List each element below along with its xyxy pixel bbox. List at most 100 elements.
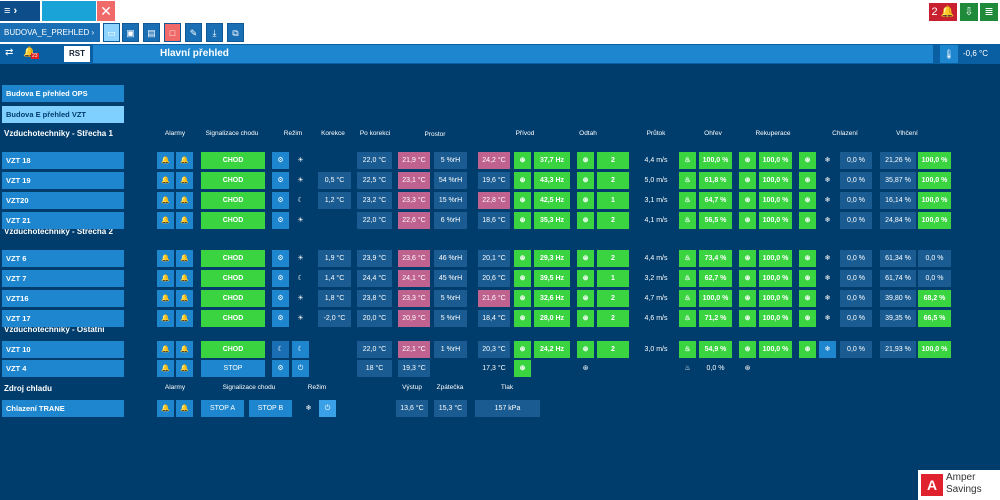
recovery-icon: ⊛ [739,212,756,229]
room-humidity: 54 %rH [434,172,467,189]
heating: 61,8 % [699,172,732,189]
unit-vzt4[interactable]: VZT 4 [2,360,124,377]
gear-icon[interactable]: ⚙ [272,250,289,267]
unit-chlazeni-trane[interactable]: Chlazení TRANE [2,400,124,417]
setpoint: 23,8 °C [357,290,392,307]
bell-icon[interactable]: 🔔 [23,47,36,58]
fan-icon: ⊛ [514,250,531,267]
supply-temp: 17,3 °C [482,365,506,372]
exhaust-stage: 2 [597,290,629,307]
bell-icon[interactable]: 🔔 [176,360,193,377]
bell-icon[interactable]: 🔔 [176,172,193,189]
unit-row[interactable]: VZT 6 [2,250,124,267]
cooling: 0,0 % [840,270,872,287]
gear-icon[interactable]: ⚙ [272,212,289,229]
windows-icon[interactable]: ⧉ [227,23,244,42]
recovery: 100,0 % [759,290,792,307]
moon-icon[interactable]: ☾ [272,341,289,358]
screen-icon[interactable]: ▣ [122,23,139,42]
bell-icon[interactable]: 🔔 [176,310,193,327]
unit-row[interactable]: VZT20 [2,192,124,209]
setpoint: 22,0 °C [357,212,392,229]
layout-icon[interactable]: ▭ [103,23,120,42]
recovery-icon: ⊛ [799,250,816,267]
alarm-icon[interactable]: 🔔 [157,250,174,267]
col-vystup: Výstup [402,384,422,391]
exhaust-stage: 2 [597,212,629,229]
col-privod: Přívod [515,130,535,137]
mode-icon: ☀ [292,250,309,267]
breadcrumb[interactable]: BUDOVA_E_PREHLED › [0,23,100,42]
section-strecha1: Vzduchotechniky - Střecha 1 [4,129,113,138]
fan-icon: ⊛ [577,152,594,169]
tab-active[interactable] [42,1,96,21]
bell-icon[interactable]: 🔔 [176,192,193,209]
setpoint: 22,0 °C [357,152,392,169]
recovery-icon: ⊛ [739,310,756,327]
mode-icon: ☀ [292,310,309,327]
gear-icon[interactable]: ⚙ [272,172,289,189]
col-signal: Signalizace chodu [205,130,259,137]
unit-row[interactable]: VZT 18 [2,152,124,169]
download-icon[interactable]: ⤓ [206,23,223,42]
alarm-icon[interactable]: 🔔 [157,310,174,327]
state-chod: CHOD [201,341,265,358]
bell-icon[interactable]: 🔔 [176,250,193,267]
unit-vzt10[interactable]: VZT 10 [2,341,124,358]
gear-icon[interactable]: ⚙ [272,310,289,327]
setpoint: 23,9 °C [357,250,392,267]
close-icon[interactable]: ✕ [97,1,115,21]
stop-icon[interactable]: □ [164,23,181,42]
list-icon[interactable]: ≣ [980,3,998,21]
setpoint: 18 °C [357,360,392,377]
gear-icon[interactable]: ⚙ [272,192,289,209]
gear-icon[interactable]: ⚙ [272,152,289,169]
gear-icon[interactable]: ⚙ [272,290,289,307]
bell-icon[interactable]: 🔔 [176,400,193,417]
recovery-icon: ⊛ [739,341,756,358]
power-icon[interactable]: ⏻ [319,400,336,417]
alarm-icon[interactable]: 🔔 [157,341,174,358]
edit-icon[interactable]: ✎ [185,23,202,42]
room-temp: 24,1 °C [398,270,430,287]
flow: 4,4 m/s [644,157,668,164]
unit-row[interactable]: VZT 17 [2,310,124,327]
nav-budova-ops[interactable]: Budova E přehled OPS [2,85,124,102]
alarm-icon[interactable]: 🔔 [157,152,174,169]
alarm-icon[interactable]: 🔔 [157,400,174,417]
swap-icon[interactable]: ⇄ [5,47,14,58]
bell-icon[interactable]: 🔔 [176,341,193,358]
recovery: 100,0 % [759,192,792,209]
alarm-icon[interactable]: 🔔 [157,290,174,307]
bell-icon[interactable]: 🔔 [176,290,193,307]
alarm-icon[interactable]: 🔔 [157,192,174,209]
snowflake-icon: ❄ [819,270,836,287]
bell-icon[interactable]: 🔔 [176,152,193,169]
export-icon[interactable]: ⇩ [960,3,978,21]
bell-icon[interactable]: 🔔 [176,270,193,287]
unit-row[interactable]: VZT16 [2,290,124,307]
alarm-indicator[interactable]: 2 🔔 [929,3,957,21]
col-rezim: Režim [283,130,303,137]
unit-row[interactable]: VZT 21 [2,212,124,229]
alarm-icon[interactable]: 🔔 [157,212,174,229]
gear-icon[interactable]: ⚙ [272,270,289,287]
room-humidity: 15 %rH [434,192,467,209]
supply-temp: 21,6 °C [478,290,510,307]
menu-button[interactable]: ≡ › [0,1,40,21]
panel-icon[interactable]: ▤ [143,23,160,42]
snowflake-icon[interactable]: ❄ [300,400,317,417]
unit-row[interactable]: VZT 19 [2,172,124,189]
rst-button[interactable]: RST [64,46,90,62]
nav-budova-vzt[interactable]: Budova E přehled VZT [2,106,124,123]
alarm-icon[interactable]: 🔔 [157,270,174,287]
alarm-icon[interactable]: 🔔 [157,172,174,189]
flow: 5,0 m/s [644,177,668,184]
unit-row[interactable]: VZT 7 [2,270,124,287]
gear-icon[interactable]: ⚙ [272,360,289,377]
alarm-icon[interactable]: 🔔 [157,360,174,377]
bell-icon[interactable]: 🔔 [176,212,193,229]
fan-icon: ⊛ [514,341,531,358]
fan-icon: ⊛ [514,310,531,327]
alarm-badge: 23 [31,53,39,59]
